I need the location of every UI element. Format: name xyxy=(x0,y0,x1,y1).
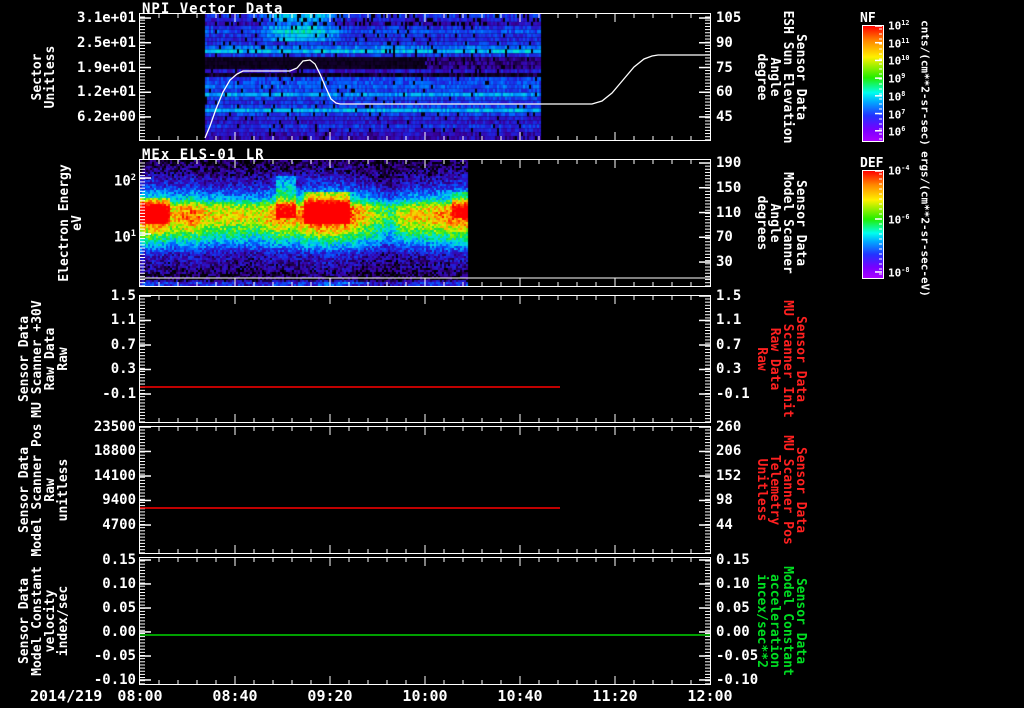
axis-label-left-scanpos: Sensor Data Model Scanner Pos Raw unitless xyxy=(17,423,71,557)
ytick-left-mu30v-2: 0.7 xyxy=(110,337,136,353)
ytick-right-scanpos-4: 44 xyxy=(716,517,733,534)
ytick-right-els-3: 70 xyxy=(716,229,733,246)
colorbar-tick-def-2: 10-8 xyxy=(888,265,910,280)
colorbar-tick-nf-4: 108 xyxy=(888,89,906,104)
ytick-left-modelconst-3: 0.00 xyxy=(102,623,136,640)
ytick-right-scanpos-1: 206 xyxy=(716,443,742,460)
ytick-right-els-2: 110 xyxy=(716,204,742,221)
x-axis-tick-0: 08:00 xyxy=(117,687,163,705)
ytick-right-scanpos-3: 98 xyxy=(716,492,733,509)
ytick-left-modelconst-0: 0.15 xyxy=(102,552,136,569)
ytick-right-npi-1: 90 xyxy=(716,34,733,51)
colorbar-nf xyxy=(862,25,884,142)
ytick-right-els-4: 30 xyxy=(716,254,733,271)
axis-label-right-npi: Sensor Data ESH Sun Elevation Angle degree xyxy=(754,10,808,144)
ytick-right-npi-2: 75 xyxy=(716,59,733,76)
ytick-right-mu30v-1: 1.1 xyxy=(716,312,742,329)
colorbar-def xyxy=(862,170,884,279)
panel-axes-modelconst xyxy=(139,557,711,685)
ytick-right-modelconst-1: 0.10 xyxy=(716,575,750,592)
x-axis-tick-4: 10:40 xyxy=(497,687,543,705)
colorbar-unit-nf: cnts/(cm**2-sr-sec) xyxy=(918,19,932,146)
colorbar-unit-def: ergs/(cm**2-sr-sec-eV) xyxy=(918,150,932,297)
ytick-left-scanpos-3: 9400 xyxy=(102,492,136,509)
axis-label-right-mu30v: Sensor Data MU Scanner Init Raw Data Raw xyxy=(754,300,808,418)
x-axis-tick-1: 08:40 xyxy=(212,687,258,705)
ytick-left-scanpos-0: 23500 xyxy=(93,419,136,435)
colorbar-ticks-def xyxy=(875,170,882,275)
colorbar-title-def: DEF xyxy=(860,156,884,171)
ytick-left-npi-3: 1.2e+01 xyxy=(76,84,136,101)
axis-label-right-els: Sensor Data Model Scanner Angle degrees xyxy=(754,172,808,274)
ytick-left-mu30v-0: 1.5 xyxy=(110,288,136,304)
colorbar-ticks-nf xyxy=(875,25,882,140)
ytick-right-modelconst-5: -0.10 xyxy=(716,671,759,688)
els-spectrogram-canvas xyxy=(140,160,710,286)
colorbar-tick-nf-1: 1011 xyxy=(888,36,910,51)
ytick-left-npi-4: 6.2e+00 xyxy=(76,108,136,125)
ytick-left-mu30v-3: 0.3 xyxy=(110,361,136,378)
panel-axes-npi xyxy=(139,13,711,141)
colorbar-tick-nf-0: 1012 xyxy=(888,19,910,33)
x-axis-tick-2: 09:20 xyxy=(307,687,353,705)
ytick-left-els-0: 102 xyxy=(113,173,136,190)
colorbar-tick-nf-2: 1010 xyxy=(888,54,910,69)
panel-axes-mu30v xyxy=(139,295,711,423)
colorbar-tick-def-0: 10-4 xyxy=(888,164,910,178)
ytick-left-npi-1: 2.5e+01 xyxy=(76,34,136,51)
ytick-left-els-1: 101 xyxy=(113,228,136,246)
axis-label-right-scanpos: Sensor Data MU Scanner Pos Telemetry Unitle… xyxy=(754,435,808,545)
colorbar-title-nf: NF xyxy=(860,11,876,26)
x-axis-tick-3: 10:00 xyxy=(402,687,448,705)
ytick-right-npi-4: 45 xyxy=(716,108,733,125)
ytick-right-modelconst-2: 0.05 xyxy=(716,600,750,617)
ytick-left-modelconst-4: -0.05 xyxy=(93,648,136,665)
colorbar-tick-nf-6: 106 xyxy=(888,124,906,139)
colorbar-tick-nf-3: 109 xyxy=(888,72,906,86)
panel-axes-els xyxy=(139,159,711,287)
ytick-left-scanpos-1: 18800 xyxy=(93,443,136,460)
ytick-right-mu30v-3: 0.3 xyxy=(716,361,742,378)
axis-label-left-modelconst: Sensor Data Model Constant velocity index/s… xyxy=(17,566,71,676)
ytick-right-modelconst-4: -0.05 xyxy=(716,648,759,665)
ytick-left-scanpos-4: 4700 xyxy=(102,517,136,534)
axis-label-right-modelconst: Sensor Data Model Constant acceleration inc… xyxy=(754,566,808,676)
ytick-right-mu30v-4: -0.1 xyxy=(716,386,750,403)
ytick-right-modelconst-3: 0.00 xyxy=(716,623,750,640)
ytick-right-scanpos-2: 152 xyxy=(716,468,742,484)
ytick-right-npi-0: 105 xyxy=(716,10,742,27)
x-axis-tick-6: 12:00 xyxy=(687,687,733,705)
ytick-left-npi-2: 1.9e+01 xyxy=(76,59,136,76)
ytick-right-npi-3: 60 xyxy=(716,84,733,101)
ytick-right-mu30v-2: 0.7 xyxy=(716,337,742,353)
npi-spectrogram-canvas xyxy=(140,14,710,140)
axis-label-left-mu30v: Sensor Data MU Scanner +30V Raw Data Raw xyxy=(17,300,71,418)
ytick-left-scanpos-2: 14100 xyxy=(93,468,136,484)
colorbar-tick-nf-5: 107 xyxy=(888,107,906,122)
ytick-left-mu30v-4: -0.1 xyxy=(102,386,136,403)
ytick-left-modelconst-5: -0.10 xyxy=(93,671,136,688)
ytick-left-modelconst-1: 0.10 xyxy=(102,575,136,592)
ytick-right-els-0: 190 xyxy=(716,155,742,172)
ytick-right-modelconst-0: 0.15 xyxy=(716,552,750,569)
x-axis-date-label: 2014/219 xyxy=(30,687,103,705)
ytick-right-scanpos-0: 260 xyxy=(716,419,742,435)
ytick-right-mu30v-0: 1.5 xyxy=(716,288,742,304)
axis-label-left-npi: Sector Unitless xyxy=(30,45,58,109)
colorbar-tick-def-1: 10-6 xyxy=(888,213,910,227)
x-axis-tick-5: 11:20 xyxy=(592,687,638,705)
ytick-right-els-1: 150 xyxy=(716,179,742,196)
ytick-left-npi-0: 3.1e+01 xyxy=(76,10,136,27)
panel-axes-scanpos xyxy=(139,426,711,554)
ytick-left-modelconst-2: 0.05 xyxy=(102,600,136,617)
ytick-left-mu30v-1: 1.1 xyxy=(110,312,136,329)
